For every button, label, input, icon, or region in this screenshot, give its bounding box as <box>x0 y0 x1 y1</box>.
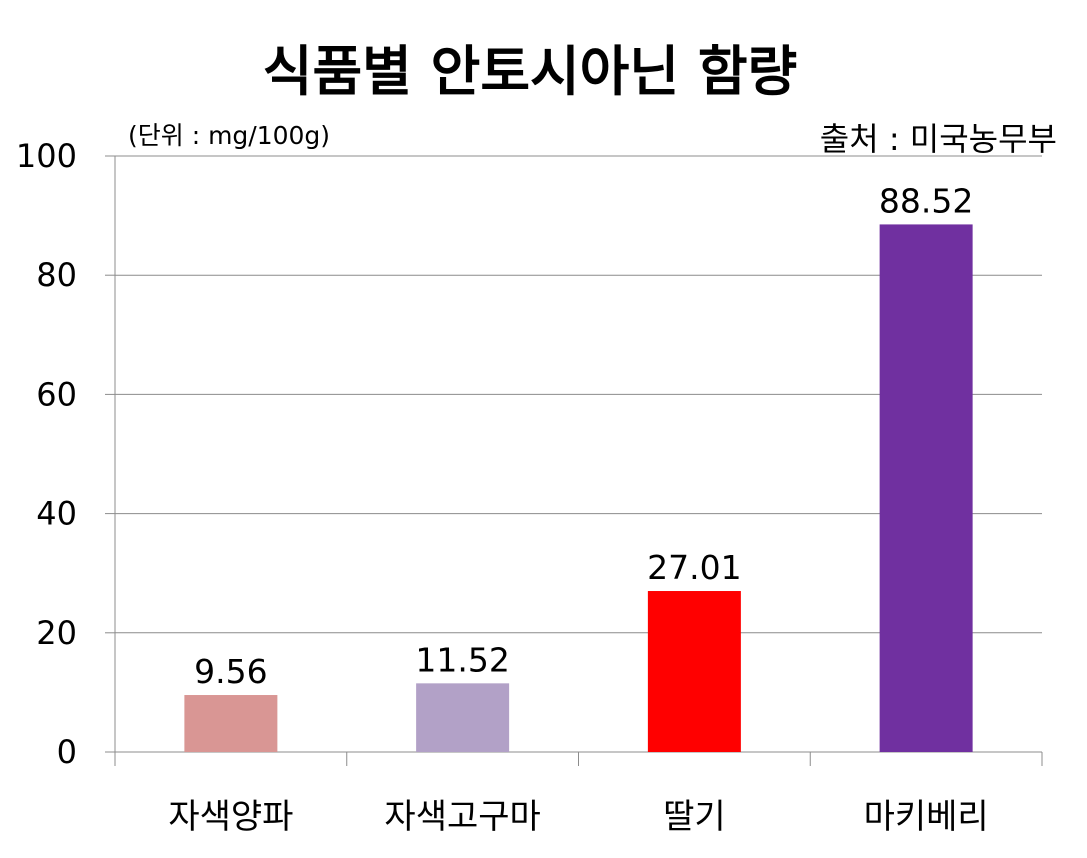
bar <box>647 591 741 752</box>
data-label: 11.52 <box>415 640 509 679</box>
y-tick-label: 100 <box>16 137 77 175</box>
y-tick-label: 0 <box>57 733 77 771</box>
chart-title: 식품별 안토시아닌 함량 <box>263 40 797 103</box>
x-tick-label: 자색고구마 <box>384 797 540 837</box>
bar <box>416 683 510 752</box>
x-tick-label: 마키베리 <box>864 797 989 837</box>
data-label: 9.56 <box>194 652 267 691</box>
bar <box>184 695 278 752</box>
source-note: 출처 : 미국농무부 <box>820 120 1057 158</box>
y-tick-label: 20 <box>36 614 77 652</box>
x-tick-label: 자색양파 <box>168 797 293 837</box>
x-tick-label: 딸기 <box>663 797 726 837</box>
bar <box>879 224 973 753</box>
y-tick-label: 80 <box>36 256 77 294</box>
unit-note: (단위 : mg/100g) <box>128 121 330 150</box>
data-label: 88.52 <box>879 181 973 220</box>
data-label: 27.01 <box>647 548 741 587</box>
y-tick-label: 40 <box>36 495 77 533</box>
labels: 0 20 40 60 80 100 9.56 자색양파 11.52 자색고구마 27.01 딸기 88.… <box>16 137 989 837</box>
bars <box>184 224 973 753</box>
y-tick-label: 60 <box>36 375 77 413</box>
